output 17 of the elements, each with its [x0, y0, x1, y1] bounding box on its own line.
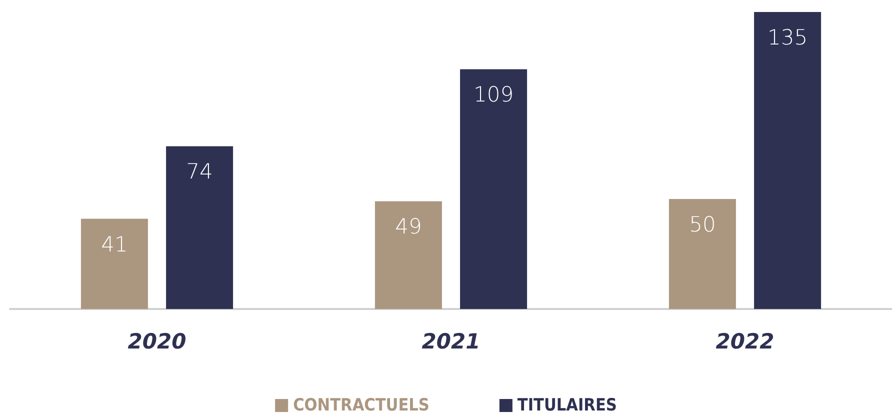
x-tick-label: 2022 [716, 330, 774, 354]
bar [374, 201, 442, 309]
bar [460, 69, 528, 309]
data-label: 41 [101, 232, 128, 256]
data-label: 109 [474, 82, 514, 107]
legend-label: TITULAIRES [517, 396, 617, 416]
bar [754, 12, 822, 309]
bar [668, 199, 736, 309]
bar [166, 146, 234, 309]
data-label: 50 [689, 212, 716, 236]
x-tick-label: 2021 [422, 330, 480, 354]
data-label: 74 [186, 160, 213, 184]
bar [80, 218, 148, 309]
data-label: 49 [395, 214, 422, 239]
legend-label: CONTRACTUELS [293, 396, 430, 416]
data-label: 135 [768, 26, 808, 50]
x-tick-label: 2020 [128, 330, 186, 354]
